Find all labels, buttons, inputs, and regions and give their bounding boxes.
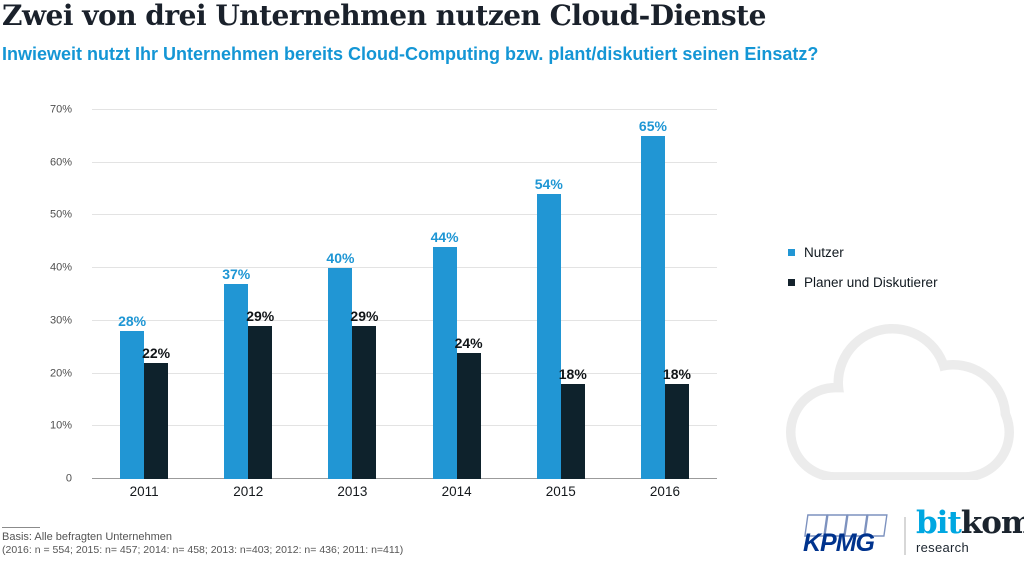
bitkom-research-label: research [916, 540, 969, 555]
gridline [92, 109, 717, 110]
y-tick-label: 10% [49, 419, 72, 432]
value-label: 18% [662, 366, 691, 383]
bitkom-logo-bit: bit [916, 505, 962, 541]
gridline [92, 372, 717, 374]
bar-group-2013: 40% 29% [300, 110, 404, 479]
legend-item-nutzer: Nutzer [788, 244, 938, 261]
bitkom-logo-kom: kom [960, 505, 1024, 541]
y-axis: 70% 60% 50% 40% 30% 20% 10% 0 [24, 104, 72, 484]
bar-nutzer-2013: 40% [326, 250, 354, 479]
bar-group-2014: 44% 24% [405, 110, 509, 479]
legend: Nutzer Planer und Diskutierer [788, 244, 938, 304]
bar-group-2015: 54% 18% [509, 110, 613, 479]
kpmg-logo: KPMG [803, 514, 888, 556]
bar-nutzer-2012: 37% [222, 266, 250, 479]
bitkom-logo: bitkom research [916, 508, 1024, 555]
x-axis-line [92, 478, 717, 479]
basis-text: Basis: Alle befragten Unternehmen [2, 531, 172, 543]
x-tick-label-2013: 2013 [337, 484, 368, 499]
y-tick-label: 40% [49, 261, 72, 274]
y-tick-label: 20% [49, 367, 72, 380]
bar-nutzer-2011: 28% [118, 313, 146, 479]
value-label: 54% [534, 176, 563, 193]
legend-label: Planer und Diskutierer [804, 275, 938, 290]
bar-nutzer-2014: 44% [431, 229, 459, 479]
x-tick-label-2015: 2015 [545, 484, 576, 499]
bar-planer-und-diskutierer-2016: 18% [663, 366, 691, 479]
x-tick-label-2016: 2016 [649, 484, 680, 499]
bar-planer-und-diskutierer-2013: 29% [350, 308, 378, 479]
bar-planer-und-diskutierer-2012: 29% [246, 308, 274, 479]
logo-divider [904, 517, 906, 555]
gridline [92, 161, 717, 163]
chart-subtitle: Inwieweit nutzt Ihr Unternehmen bereits … [2, 44, 819, 64]
y-tick-label: 50% [49, 208, 72, 221]
value-label: 28% [118, 313, 147, 330]
value-label: 40% [326, 250, 355, 267]
y-tick-label: 30% [49, 314, 72, 327]
cloud-outline-icon [786, 323, 1014, 480]
x-tick-label-2011: 2011 [129, 484, 159, 499]
value-label: 44% [430, 229, 459, 246]
gridline [92, 425, 717, 427]
x-tick-label-2014: 2014 [441, 484, 472, 499]
gridline [92, 319, 717, 321]
bar-group-2011: 28% 22% [92, 110, 196, 479]
value-label: 29% [350, 308, 379, 325]
gridline [92, 267, 717, 269]
value-label: 37% [222, 265, 251, 282]
y-tick-label: 0 [65, 472, 72, 485]
y-tick-label: 60% [49, 156, 72, 169]
value-label: 65% [638, 118, 667, 135]
plot-area: 28% 22% 37% 29% 40% 29% 44% 24% 54% 18% 65% 18% [92, 109, 717, 479]
legend-item-planer: Planer und Diskutierer [788, 274, 938, 291]
sample-size-text: (2016: n = 554; 2015: n= 457; 2014: n= 4… [2, 544, 404, 556]
footnote-rule [2, 527, 40, 528]
x-tick-label-2012: 2012 [233, 484, 264, 499]
bitkom-logo-text: bitkom [916, 508, 1024, 539]
value-label: 22% [142, 345, 171, 362]
x-axis-labels: 2011 2012 2013 2014 2015 2016 [92, 484, 717, 499]
value-label: 29% [246, 308, 275, 325]
bar-group-2012: 37% 29% [196, 110, 300, 479]
value-label: 24% [454, 334, 483, 351]
bar-group-2016: 65% 18% [613, 110, 717, 479]
legend-swatch-planer [788, 279, 795, 286]
bar-planer-und-diskutierer-2011: 22% [142, 345, 170, 479]
bar-nutzer-2016: 65% [639, 118, 667, 479]
value-label: 18% [558, 366, 587, 383]
y-tick-label: 70% [49, 103, 72, 116]
kpmg-logo-text: KPMG [803, 529, 875, 556]
legend-swatch-nutzer [788, 249, 795, 256]
gridline [92, 214, 717, 216]
bar-planer-und-diskutierer-2015: 18% [559, 366, 587, 479]
bar-nutzer-2015: 54% [535, 176, 563, 479]
bars-row: 28% 22% 37% 29% 40% 29% 44% 24% 54% 18% 65% 18% [92, 110, 717, 479]
legend-label: Nutzer [804, 245, 844, 260]
bar-planer-und-diskutierer-2014: 24% [455, 335, 483, 479]
chart-title: Zwei von drei Unternehmen nutzen Cloud-D… [2, 0, 766, 32]
